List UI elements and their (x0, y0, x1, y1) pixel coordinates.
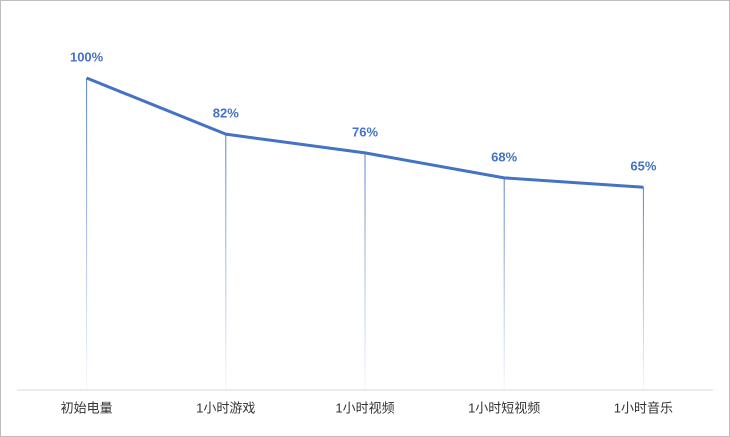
x-tick-label: 1小时音乐 (614, 400, 673, 415)
value-label: 82% (213, 106, 239, 121)
drop-line (503, 177, 505, 390)
value-label: 68% (491, 149, 517, 164)
x-tick-label: 1小时游戏 (196, 400, 255, 415)
x-tick-label: 1小时短视频 (468, 400, 540, 415)
drop-line (642, 187, 644, 390)
drop-line (86, 78, 88, 390)
drop-line (225, 134, 227, 390)
value-label: 76% (352, 124, 378, 139)
x-tick-label: 1小时视频 (335, 400, 394, 415)
x-tick-label: 初始电量 (61, 400, 113, 415)
value-label: 100% (70, 49, 104, 64)
data-line (86, 76, 644, 189)
drop-line (364, 152, 366, 390)
value-label: 65% (630, 159, 656, 174)
